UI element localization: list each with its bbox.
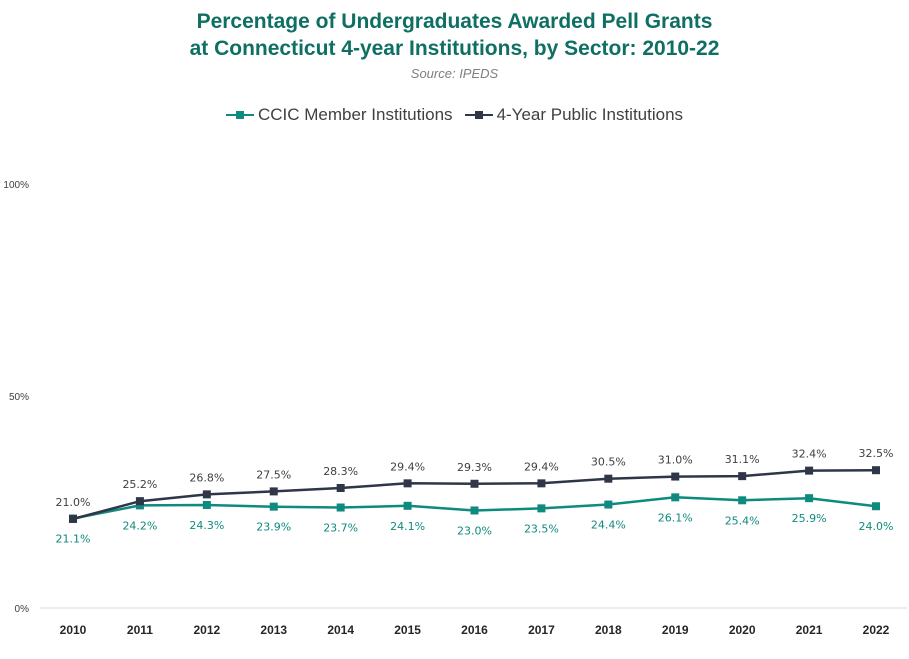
data-label: 29.4% xyxy=(524,460,559,473)
data-label: 25.4% xyxy=(725,514,760,527)
data-point-marker xyxy=(805,466,814,475)
data-point-marker xyxy=(135,497,144,506)
data-label: 21.1% xyxy=(56,533,91,546)
chart-title-line-2: at Connecticut 4-year Institutions, by S… xyxy=(189,37,720,60)
x-tick-label: 2018 xyxy=(595,623,622,637)
data-point-marker xyxy=(738,472,747,481)
data-label: 25.2% xyxy=(122,478,157,491)
chart-subtitle: Source: IPEDS xyxy=(410,66,499,81)
data-label: 23.0% xyxy=(457,524,492,537)
data-point-marker xyxy=(604,474,613,483)
x-tick-label: 2013 xyxy=(260,623,287,637)
data-label: 31.0% xyxy=(658,454,693,467)
data-point-marker xyxy=(269,487,278,496)
legend-swatch-ccic xyxy=(225,108,254,122)
data-point-marker xyxy=(336,503,345,512)
data-point-marker xyxy=(403,501,412,510)
data-label: 24.0% xyxy=(859,520,894,533)
data-point-marker xyxy=(872,502,880,511)
data-label: 24.2% xyxy=(122,519,157,532)
data-label: 24.4% xyxy=(591,519,626,532)
data-label: 31.1% xyxy=(725,453,760,466)
data-label: 32.5% xyxy=(859,447,894,460)
data-label: 23.5% xyxy=(524,522,559,535)
x-tick-label: 2020 xyxy=(729,623,756,637)
data-point-marker xyxy=(202,490,211,499)
data-point-marker xyxy=(805,494,814,503)
data-point-marker xyxy=(537,504,546,513)
data-point-marker xyxy=(738,496,747,505)
data-point-marker xyxy=(671,472,680,481)
legend-item-ccic: CCIC Member Institutions xyxy=(225,105,453,125)
data-label: 27.5% xyxy=(256,468,291,481)
data-point-marker xyxy=(202,500,211,509)
data-point-marker xyxy=(537,479,546,488)
data-point-marker xyxy=(69,514,77,523)
legend-item-public: 4-Year Public Institutions xyxy=(464,105,684,125)
x-tick-label: 2010 xyxy=(60,623,87,637)
data-point-marker xyxy=(269,502,278,511)
data-label: 24.3% xyxy=(189,519,224,532)
x-tick-label: 2019 xyxy=(662,623,689,637)
legend-label-ccic: CCIC Member Institutions xyxy=(257,105,453,124)
data-label: 32.4% xyxy=(792,448,827,461)
data-point-marker xyxy=(403,479,412,488)
x-tick-label: 2022 xyxy=(863,623,890,637)
data-point-marker xyxy=(470,506,479,515)
data-label: 23.9% xyxy=(256,521,291,534)
data-point-marker xyxy=(135,501,144,510)
data-point-marker xyxy=(671,493,680,502)
data-label: 26.8% xyxy=(189,471,224,484)
x-tick-label: 2014 xyxy=(327,623,354,637)
data-point-marker xyxy=(872,466,880,475)
data-label: 21.0% xyxy=(56,496,91,509)
x-tick-label: 2017 xyxy=(528,623,555,637)
x-tick-label: 2015 xyxy=(394,623,421,637)
data-label: 29.4% xyxy=(390,460,425,473)
data-point-marker xyxy=(470,479,479,488)
data-label: 30.5% xyxy=(591,456,626,469)
data-point-marker xyxy=(336,484,345,493)
data-label: 25.9% xyxy=(792,512,827,525)
data-label: 24.1% xyxy=(390,520,425,533)
x-tick-label: 2016 xyxy=(461,623,488,637)
x-tick-label: 2011 xyxy=(127,623,153,637)
data-label: 29.3% xyxy=(457,461,492,474)
data-point-marker xyxy=(604,500,613,509)
chart-title-line-1: Percentage of Undergraduates Awarded Pel… xyxy=(196,10,713,33)
y-tick-label: 0% xyxy=(15,604,30,615)
x-tick-label: 2012 xyxy=(193,623,220,637)
chart-legend: CCIC Member Institutions 4-Year Public I… xyxy=(0,105,909,125)
data-label: 26.1% xyxy=(658,511,693,524)
data-label: 23.7% xyxy=(323,522,358,535)
data-label: 28.3% xyxy=(323,465,358,478)
y-tick-label: 100% xyxy=(3,180,29,191)
y-tick-label: 50% xyxy=(9,392,29,403)
x-tick-label: 2021 xyxy=(796,623,823,637)
legend-swatch-public xyxy=(464,108,493,122)
legend-label-public: 4-Year Public Institutions xyxy=(496,105,684,124)
